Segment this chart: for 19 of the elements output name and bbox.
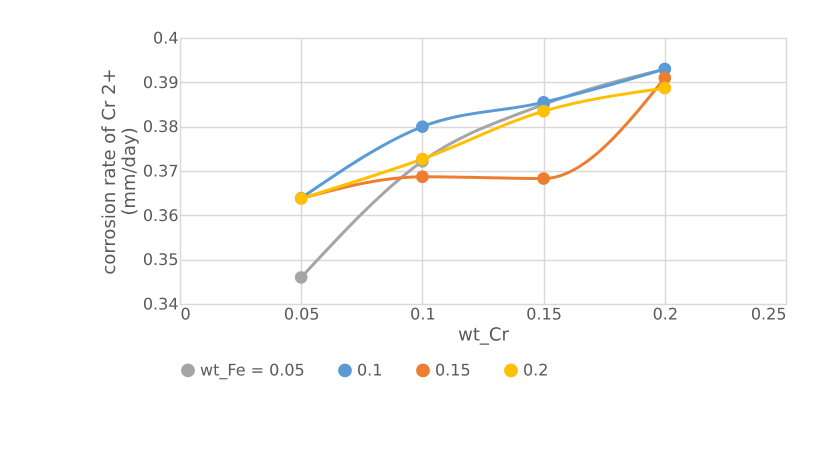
x-tick-label: 0.25: [750, 304, 786, 324]
legend-label: 0.1: [357, 360, 382, 380]
x-tick-label: 0.2: [652, 304, 678, 324]
y-tick-label: 0.38: [142, 117, 178, 136]
x-axis-title: wt_Cr: [458, 324, 510, 346]
legend-label: 0.15: [435, 360, 471, 380]
y-tick-label: 0.4: [153, 28, 178, 48]
y-tick-label: 0.34: [142, 294, 178, 314]
y-axis-title: corrosion rate of Cr 2+ (mm/day): [98, 68, 140, 275]
y-tick-label: 0.35: [142, 250, 178, 270]
y-tick-label: 0.36: [142, 206, 178, 225]
x-tick-label: 0.15: [526, 304, 562, 324]
x-tick-label: 0.1: [410, 304, 436, 324]
x-tick-label: 0: [180, 304, 191, 324]
legend-label: 0.2: [523, 360, 548, 380]
legend-label: wt_Fe = 0.05: [200, 360, 305, 380]
y-tick-label: 0.39: [142, 72, 178, 92]
x-tick-label: 0.05: [284, 304, 320, 324]
y-tick-label: 0.37: [142, 162, 178, 180]
